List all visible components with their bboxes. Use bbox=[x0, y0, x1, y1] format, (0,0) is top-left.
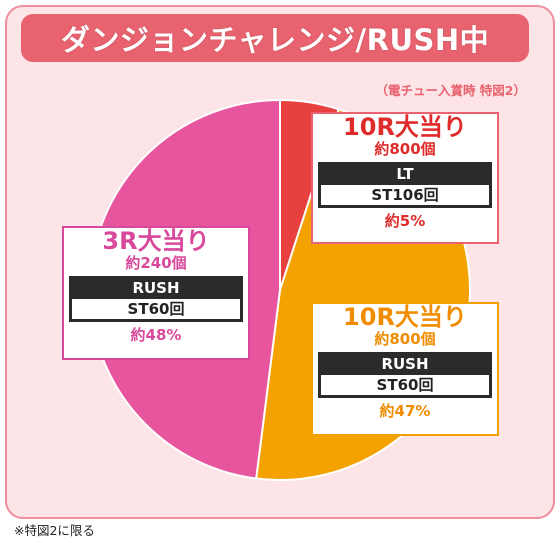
footnote: ※特図2に限る bbox=[14, 523, 95, 538]
slice-label: 3R大当り bbox=[102, 227, 210, 255]
slice-rate: 約5% bbox=[384, 212, 426, 230]
mode-stack: LT ST106回 bbox=[318, 162, 492, 208]
slice-label: 10R大当り bbox=[343, 113, 467, 141]
slice-st: ST60回 bbox=[72, 299, 240, 319]
condition-note: （電チュー入賞時 特図2） bbox=[375, 83, 526, 98]
slice-mode: RUSH bbox=[132, 279, 180, 297]
slice-rate: 約47% bbox=[379, 402, 431, 420]
slice-box-3r-rush: 3R大当り 約240個 RUSH ST60回 約48% bbox=[62, 226, 250, 360]
slice-label: 10R大当り bbox=[343, 303, 467, 331]
slice-st: ST60回 bbox=[321, 375, 489, 395]
slice-payout: 約800個 bbox=[374, 330, 436, 348]
slice-mode: LT bbox=[396, 165, 414, 183]
slice-payout: 約800個 bbox=[374, 140, 436, 158]
mode-stack: RUSH ST60回 bbox=[69, 276, 243, 322]
slice-rate: 約48% bbox=[130, 326, 182, 344]
mode-stack: RUSH ST60回 bbox=[318, 352, 492, 398]
slice-payout: 約240個 bbox=[125, 254, 187, 272]
title-banner: ダンジョンチャレンジ/RUSH中 bbox=[21, 14, 529, 62]
slice-st: ST106回 bbox=[321, 185, 489, 205]
slice-box-10r-lt: 10R大当り 約800個 LT ST106回 約5% bbox=[311, 112, 499, 244]
slice-box-10r-rush: 10R大当り 約800個 RUSH ST60回 約47% bbox=[311, 302, 499, 436]
chart-title: ダンジョンチャレンジ/RUSH中 bbox=[60, 23, 490, 57]
slice-mode: RUSH bbox=[381, 355, 429, 373]
